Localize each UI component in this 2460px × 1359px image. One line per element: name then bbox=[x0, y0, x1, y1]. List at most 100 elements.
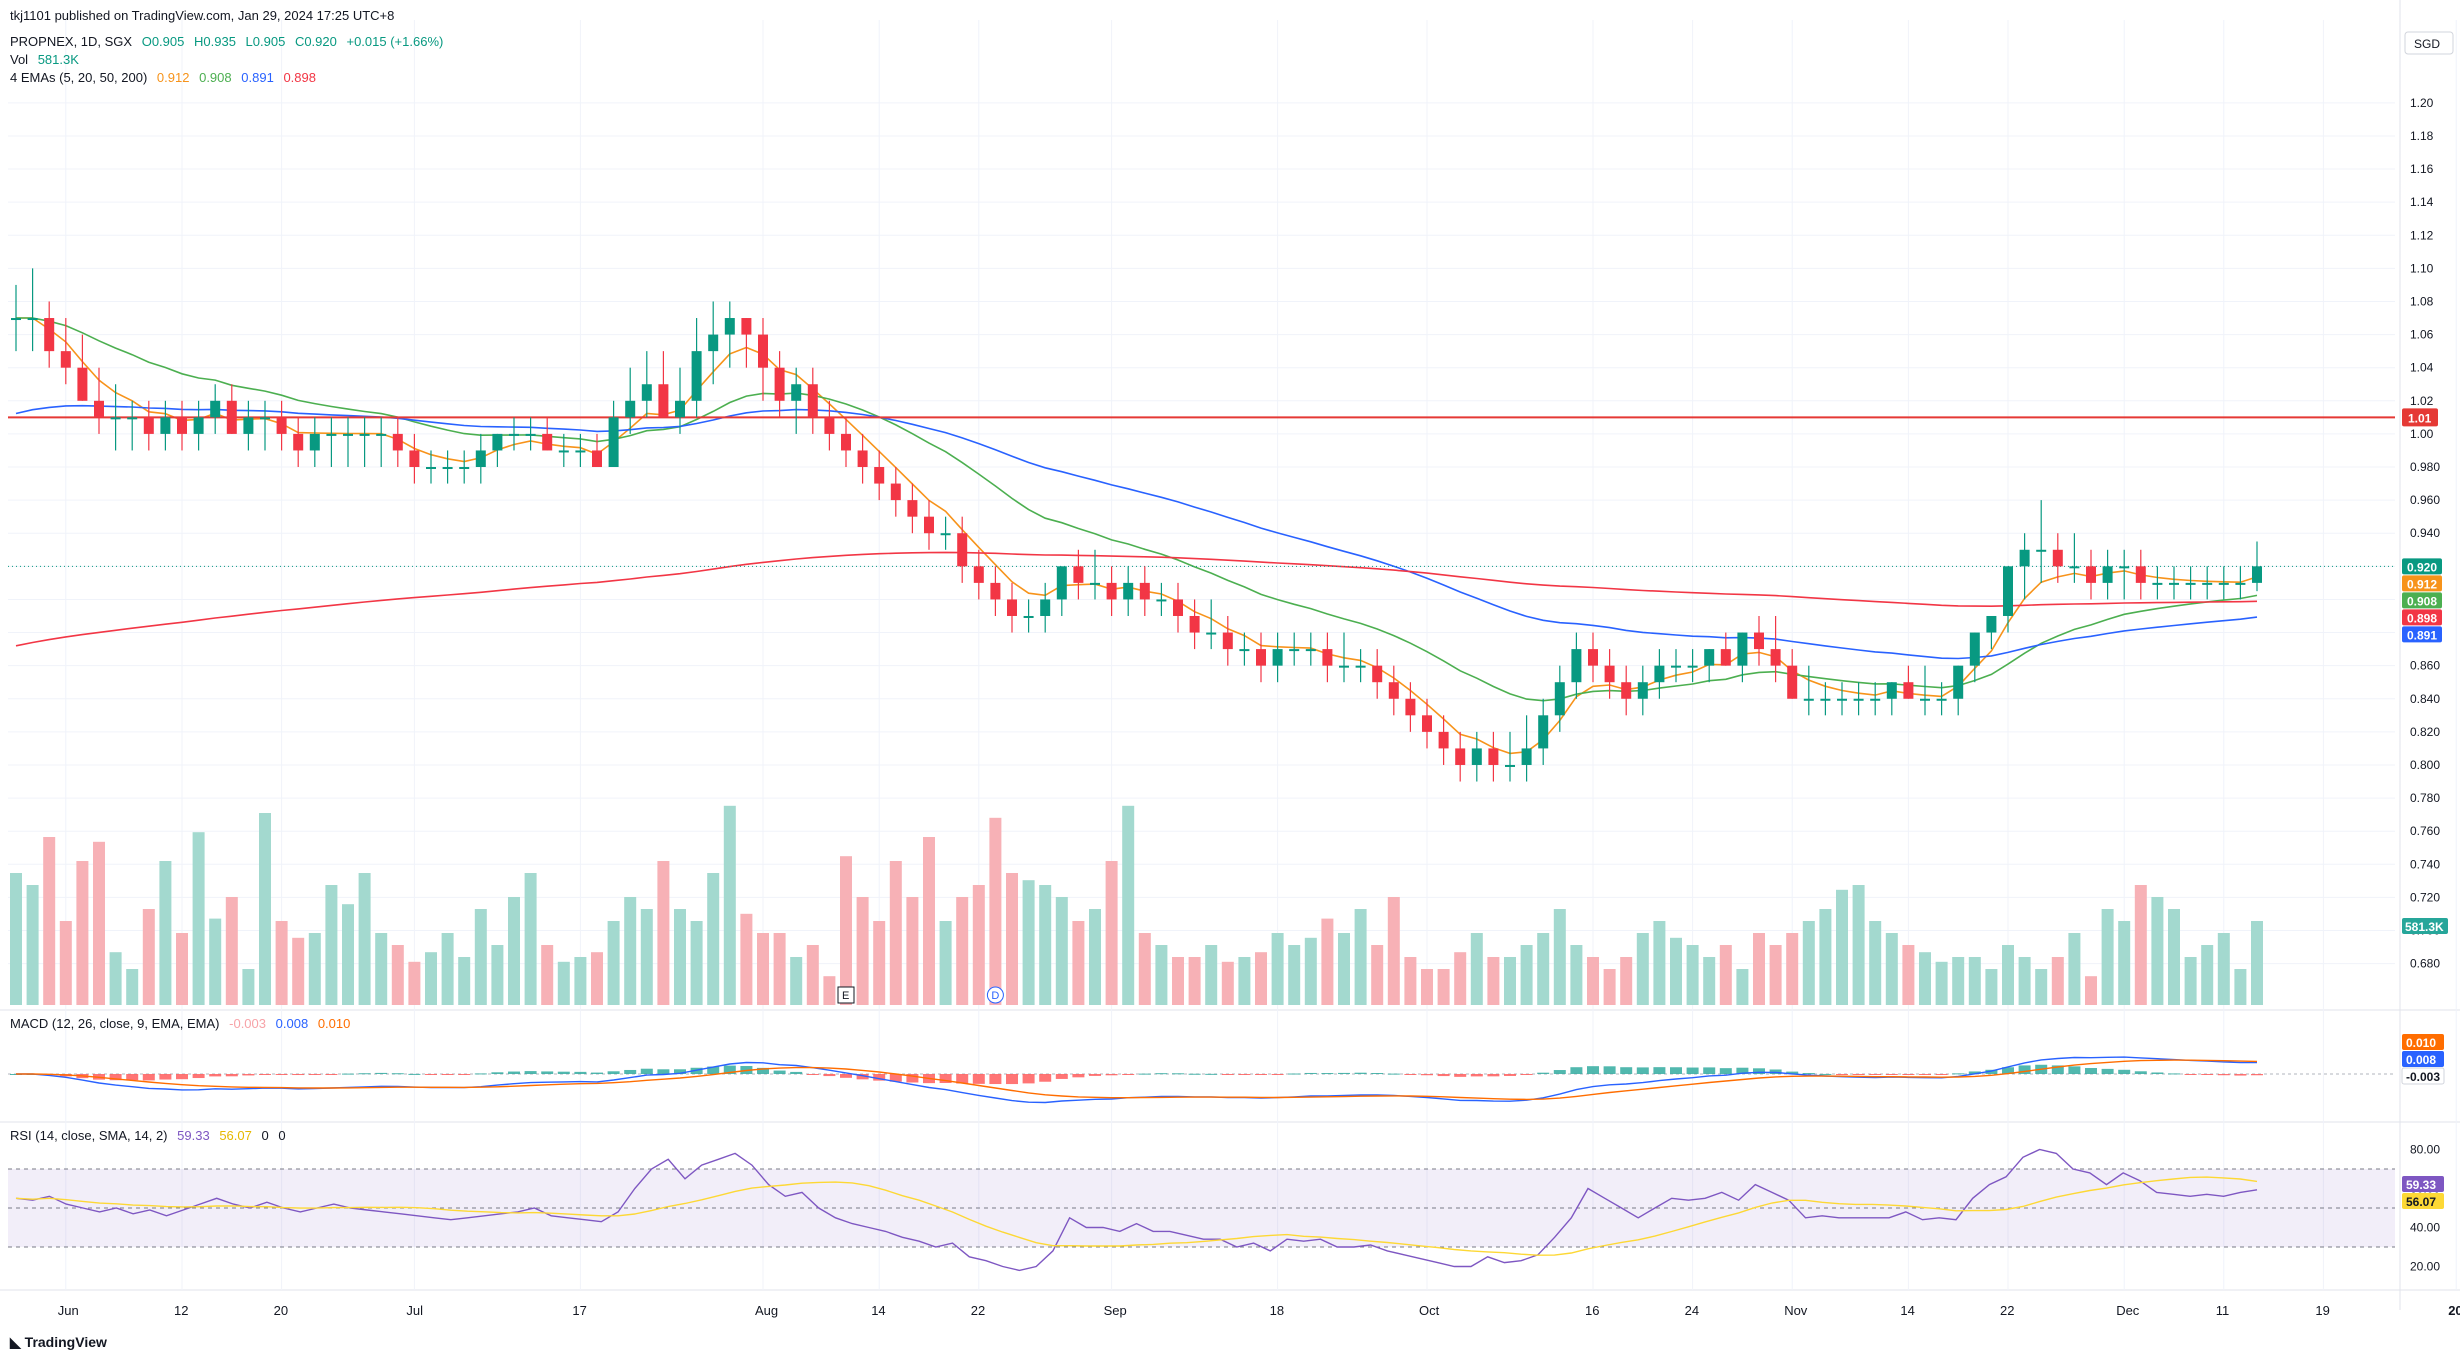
volume-bar bbox=[906, 897, 919, 1005]
candle bbox=[2135, 549, 2146, 600]
volume-bar bbox=[1255, 952, 1267, 1005]
volume-bar bbox=[856, 897, 869, 1005]
event-marker-label: D bbox=[991, 990, 999, 1002]
candle-body bbox=[1206, 632, 1217, 635]
macd-histogram-bar bbox=[823, 1074, 836, 1077]
price-tick-label: 0.860 bbox=[2410, 659, 2440, 673]
volume-bar bbox=[209, 918, 222, 1005]
candle-body bbox=[1438, 731, 1449, 749]
macd-histogram-bar bbox=[657, 1069, 670, 1074]
volume-bar bbox=[1089, 909, 1101, 1005]
volume-bar bbox=[2002, 945, 2014, 1005]
volume-bar bbox=[624, 897, 637, 1005]
currency-badge bbox=[2404, 31, 2454, 55]
rsi-label: RSI (14, close, SMA, 14, 2) bbox=[10, 1128, 168, 1143]
candle bbox=[1770, 615, 1781, 683]
open-value: O0.905 bbox=[141, 34, 185, 49]
candle bbox=[1505, 731, 1515, 782]
ema200-value: 0.898 bbox=[283, 70, 316, 85]
macd-histogram-bar bbox=[790, 1071, 803, 1074]
macd-histogram-bar bbox=[1753, 1068, 1765, 1074]
candle-body bbox=[807, 384, 818, 418]
macd-axis-label-box bbox=[2401, 1067, 2445, 1085]
macd-histogram-bar bbox=[889, 1074, 902, 1082]
time-axis-label: 2024 bbox=[2448, 1303, 2460, 1318]
volume-bar bbox=[242, 969, 255, 1005]
volume-bar bbox=[740, 913, 753, 1005]
volume-bar bbox=[2101, 909, 2114, 1005]
symbol-legend[interactable]: PROPNEX, 1D, SGX O0.905 H0.935 L0.905 C0… bbox=[10, 34, 449, 50]
candle bbox=[1720, 632, 1731, 666]
candle bbox=[459, 450, 470, 484]
candle bbox=[924, 500, 934, 550]
macd-histogram-bar bbox=[1952, 1073, 1965, 1075]
price-tick-label: 1.02 bbox=[2410, 394, 2434, 408]
tradingview-logo[interactable]: ◣ TradingView bbox=[10, 1334, 107, 1351]
candle bbox=[1969, 632, 1980, 683]
candle bbox=[1588, 632, 1598, 683]
macd-histogram-bar bbox=[989, 1074, 1002, 1085]
macd-legend[interactable]: MACD (12, 26, close, 9, EMA, EMA) -0.003… bbox=[10, 1016, 356, 1032]
candle-body bbox=[2102, 566, 2113, 583]
candle-body bbox=[592, 450, 602, 468]
volume-bar bbox=[2018, 957, 2031, 1005]
volume-bar bbox=[43, 837, 56, 1005]
macd-histogram-bar bbox=[1039, 1074, 1052, 1082]
macd-axis-label: 0.010 bbox=[2406, 1036, 2436, 1050]
volume-bar bbox=[972, 885, 985, 1005]
candle bbox=[492, 433, 503, 468]
rsi-axis-label: 59.33 bbox=[2406, 1178, 2436, 1192]
macd-histogram-bar bbox=[2251, 1074, 2263, 1076]
macd-histogram-bar bbox=[1902, 1074, 1915, 1075]
macd-histogram-bar bbox=[1371, 1073, 1384, 1075]
volume-bar bbox=[458, 957, 471, 1005]
macd-histogram-bar bbox=[425, 1074, 437, 1075]
candle-body bbox=[177, 417, 187, 434]
volume-bar bbox=[1919, 952, 1931, 1005]
low-value: L0.905 bbox=[245, 34, 286, 49]
price-label-box bbox=[2402, 626, 2442, 643]
macd-histogram-bar bbox=[873, 1074, 886, 1081]
candle-body bbox=[260, 417, 270, 420]
volume-bar bbox=[1935, 961, 1948, 1005]
ema-legend[interactable]: 4 EMAs (5, 20, 50, 200) 0.912 0.908 0.89… bbox=[10, 70, 322, 86]
rsi-ma-line bbox=[15, 1176, 2258, 1256]
time-axis-label: 17 bbox=[572, 1303, 586, 1318]
volume-legend[interactable]: Vol 581.3K bbox=[10, 52, 85, 68]
candle bbox=[1621, 665, 1632, 716]
macd-histogram-bar bbox=[375, 1072, 388, 1074]
macd-histogram-bar bbox=[1736, 1067, 1749, 1074]
candle-body bbox=[1272, 649, 1283, 666]
macd-hist-value: -0.003 bbox=[229, 1016, 267, 1031]
candle-body bbox=[691, 351, 702, 401]
candle bbox=[2086, 549, 2096, 600]
candle bbox=[1007, 582, 1017, 633]
candle bbox=[1139, 566, 1150, 616]
macd-signal-line bbox=[16, 1059, 2258, 1101]
price-tick-label: 1.20 bbox=[2410, 96, 2434, 110]
candle-body bbox=[1372, 665, 1383, 683]
candle bbox=[2235, 566, 2246, 600]
candle bbox=[143, 400, 154, 451]
volume-bar bbox=[1653, 921, 1666, 1005]
volume-bar bbox=[873, 921, 886, 1005]
currency-label: SGD bbox=[2414, 37, 2440, 51]
publisher-line: tkj1101 published on TradingView.com, Ja… bbox=[10, 8, 400, 24]
candle bbox=[1272, 632, 1283, 683]
macd-histogram-bar bbox=[1155, 1073, 1168, 1075]
macd-histogram-bar bbox=[1869, 1074, 1882, 1075]
rsi-legend[interactable]: RSI (14, close, SMA, 14, 2) 59.33 56.07 … bbox=[10, 1128, 292, 1144]
candle-body bbox=[2135, 566, 2146, 583]
candle-body bbox=[11, 318, 21, 321]
candle bbox=[1671, 649, 1681, 683]
candle bbox=[874, 450, 885, 501]
candle bbox=[724, 301, 735, 368]
candle-body bbox=[2003, 566, 2013, 616]
ema50-value: 0.891 bbox=[241, 70, 274, 85]
candle-body bbox=[1156, 599, 1167, 602]
candle-body bbox=[1073, 566, 1084, 583]
macd-histogram-bar bbox=[1271, 1074, 1284, 1075]
candle-body bbox=[210, 400, 221, 418]
macd-histogram-bar bbox=[1304, 1072, 1317, 1074]
